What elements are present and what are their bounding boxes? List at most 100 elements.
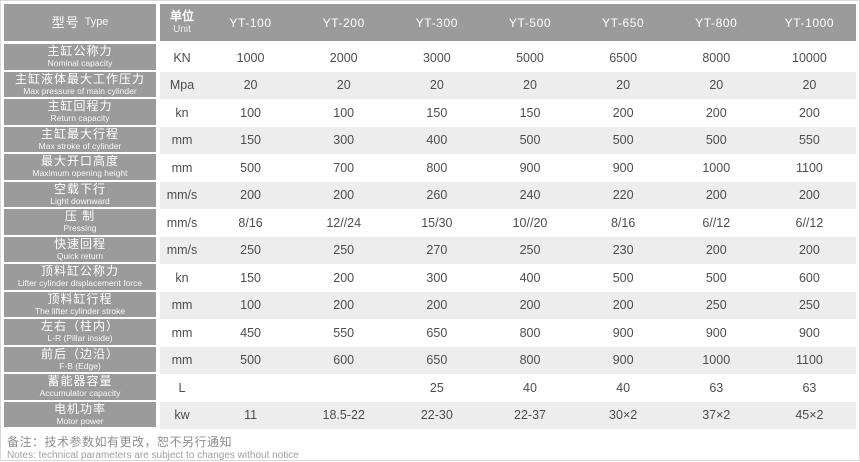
unit-cell: mm bbox=[171, 133, 193, 148]
value-cell: 15/30 bbox=[421, 215, 453, 230]
row-label: 主缸公称力 Nominal capacity bbox=[4, 44, 156, 72]
value-cell: 900 bbox=[705, 325, 727, 340]
value-cell: 500 bbox=[240, 353, 261, 368]
row-label-zh: 主缸公称力 bbox=[47, 44, 113, 59]
value-cell: 500 bbox=[705, 270, 727, 285]
model-column-header: YT-650 bbox=[601, 15, 645, 30]
value-cell: 10000 bbox=[792, 50, 827, 65]
table-row: 快速回程 Quick return mm/s 250 250 270 250 230 200 20… bbox=[4, 236, 856, 264]
value-cell: 200 bbox=[705, 243, 727, 258]
value-cell: 11 bbox=[244, 408, 258, 423]
value-cell: 20 bbox=[523, 78, 537, 93]
unit-cell: kw bbox=[174, 408, 190, 423]
row-values: mm/s 200 200 260 240 220 200 200 bbox=[160, 181, 856, 209]
row-values: mm 450 550 650 800 900 900 900 bbox=[160, 319, 856, 347]
value-cell: 6//12 bbox=[795, 215, 824, 230]
model-column-header: YT-500 bbox=[508, 15, 552, 30]
value-cell: 500 bbox=[519, 133, 541, 148]
row-label: 主缸最大行程 Max stroke of cylinder bbox=[4, 126, 156, 154]
value-cell: 12//24 bbox=[326, 215, 362, 230]
value-cell: 200 bbox=[519, 298, 541, 313]
row-label-en: Pressing bbox=[63, 223, 97, 234]
value-cell: 250 bbox=[333, 243, 355, 258]
value-cell: 100 bbox=[240, 298, 261, 313]
value-cell: 550 bbox=[798, 133, 820, 148]
value-cell: 200 bbox=[426, 298, 448, 313]
row-values: mm 500 600 650 800 900 1000 1100 bbox=[160, 346, 856, 374]
row-label-en: Lifter cylinder displacement force bbox=[17, 278, 143, 289]
value-cell: 10//20 bbox=[512, 215, 548, 230]
unit-cell: mm bbox=[171, 325, 193, 340]
row-label: 电机功率 Motor power bbox=[4, 401, 156, 429]
row-label: 空载下行 Light downward bbox=[4, 181, 156, 209]
table-row: 顶料缸行程 The lifter cylinder stroke mm 100 200 2… bbox=[4, 291, 856, 319]
row-label-zh: 快速回程 bbox=[53, 236, 106, 251]
value-cell: 5000 bbox=[516, 50, 544, 65]
row-label: 快速回程 Quick return bbox=[4, 236, 156, 264]
value-cell: 6500 bbox=[609, 50, 638, 65]
value-cell: 8/16 bbox=[610, 215, 636, 230]
row-label: 主缸回程力 Return capacity bbox=[4, 99, 156, 127]
row-label-zh: 主缸回程力 bbox=[47, 99, 113, 114]
row-label-zh: 前后（边沿） bbox=[40, 346, 119, 361]
row-label-zh: 蓄能器容量 bbox=[47, 374, 113, 389]
row-label-en: Return capacity bbox=[50, 113, 110, 124]
row-label: 蓄能器容量 Accumulator capacity bbox=[4, 374, 156, 402]
row-label: 主缸液体最大工作压力 Max pressure of main cylinder bbox=[4, 71, 156, 99]
value-cell: 20 bbox=[243, 78, 258, 93]
row-values: kn 150 200 300 400 500 500 600 bbox=[160, 264, 856, 292]
value-cell: 200 bbox=[705, 105, 727, 120]
table-row: 蓄能器容量 Accumulator capacity L 25 40 40 63 63 bbox=[4, 374, 856, 402]
value-cell: 500 bbox=[240, 160, 261, 175]
row-label-en: F-B (Edge) bbox=[59, 360, 101, 371]
value-cell: 150 bbox=[519, 105, 541, 120]
value-cell: 150 bbox=[426, 105, 448, 120]
value-cell: 1000 bbox=[236, 50, 265, 65]
row-values: mm/s 250 250 270 250 230 200 200 bbox=[160, 236, 856, 264]
note-en: Notes: technical parameters are subject … bbox=[7, 450, 299, 462]
value-cell: 400 bbox=[426, 133, 448, 148]
value-cell: 250 bbox=[798, 298, 820, 313]
value-cell: 1100 bbox=[795, 353, 823, 368]
row-values: KN 1000 2000 3000 5000 6500 8000 10000 bbox=[160, 44, 856, 72]
value-cell: 100 bbox=[333, 105, 355, 120]
row-label-en: Max pressure of main cylinder bbox=[23, 85, 137, 96]
value-cell: 500 bbox=[612, 133, 634, 148]
unit-cell: Mpa bbox=[169, 78, 195, 93]
row-label-zh: 主缸液体最大工作压力 bbox=[14, 71, 145, 86]
value-cell: 250 bbox=[519, 243, 541, 258]
row-label-en: Accumulator capacity bbox=[39, 388, 121, 399]
value-cell: 2000 bbox=[329, 50, 358, 65]
value-cell: 200 bbox=[612, 298, 634, 313]
value-cell: 900 bbox=[798, 325, 820, 340]
row-label-en: Max stroke of cylinder bbox=[38, 140, 122, 151]
value-cell: 8000 bbox=[702, 50, 731, 65]
row-values: mm 150 300 400 500 500 500 550 bbox=[160, 126, 856, 154]
value-cell: 1000 bbox=[702, 160, 731, 175]
value-cell: 270 bbox=[426, 243, 448, 258]
type-header-en: Type bbox=[84, 15, 109, 28]
value-cell: 25 bbox=[429, 380, 444, 395]
value-cell: 240 bbox=[519, 188, 541, 203]
table-row: 主缸回程力 Return capacity kn 100 100 150 150 200 200… bbox=[4, 99, 856, 127]
row-label: 最大开口高度 Maximum opening height bbox=[4, 154, 156, 182]
row-values: kw 11 18.5-22 22-30 22-37 30×2 37×2 45×2 bbox=[160, 401, 856, 429]
row-label-en: Light downward bbox=[50, 195, 110, 206]
unit-cell: kn bbox=[175, 270, 189, 285]
value-cell: 200 bbox=[798, 243, 820, 258]
value-cell: 150 bbox=[240, 270, 261, 285]
unit-cell: mm bbox=[171, 353, 193, 368]
value-cell: 450 bbox=[240, 325, 261, 340]
unit-cell: mm/s bbox=[166, 215, 198, 230]
table-row: 空载下行 Light downward mm/s 200 200 260 240 220 200… bbox=[4, 181, 856, 209]
value-cell: 250 bbox=[240, 243, 261, 258]
table-row: 主缸液体最大工作压力 Max pressure of main cylinder M… bbox=[4, 71, 856, 99]
type-header-zh: 型号 bbox=[51, 14, 80, 30]
table-row: 左右（柱内） L-R (Pillar inside) mm 450 550 650 800 9… bbox=[4, 319, 856, 347]
value-cell: 22-30 bbox=[420, 408, 453, 423]
row-label-zh: 顶料缸公称力 bbox=[40, 264, 119, 279]
row-label: 前后（边沿） F-B (Edge) bbox=[4, 346, 156, 374]
spec-table: 型号 Type 单位 Unit YT-100 YT-200 YT-300 YT-500… bbox=[4, 4, 856, 429]
note-zh: 备注：技术参数如有更改，恕不另行通知 bbox=[7, 435, 233, 449]
value-cell: 20 bbox=[802, 78, 817, 93]
